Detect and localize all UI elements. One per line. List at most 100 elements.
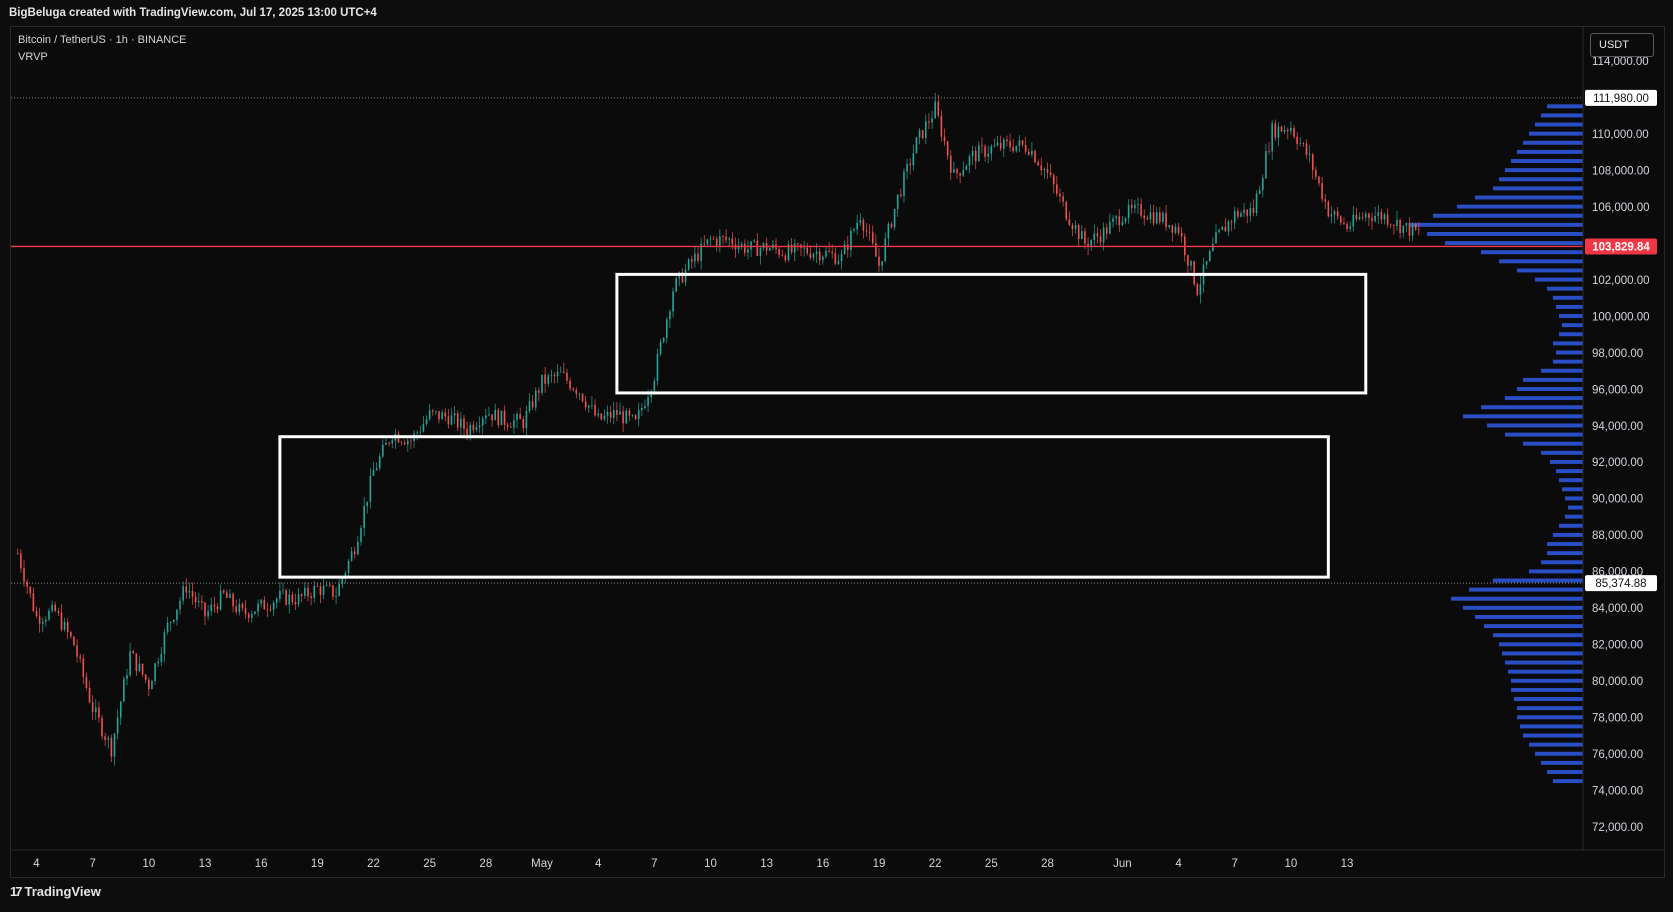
time-tick-label: 16 bbox=[255, 858, 268, 870]
price-tick-label: 80,000.00 bbox=[1592, 676, 1643, 688]
candle-body bbox=[1009, 141, 1011, 148]
candle-body bbox=[497, 409, 500, 426]
candle-body bbox=[1268, 151, 1270, 152]
candle-body bbox=[812, 254, 815, 258]
candle-body bbox=[790, 244, 793, 253]
candle-body bbox=[1302, 143, 1305, 144]
price-axis[interactable]: 114,000.00112,000.00110,000.00108,000.00… bbox=[1592, 56, 1650, 834]
candle-body bbox=[940, 115, 943, 137]
candle-body bbox=[1255, 193, 1258, 213]
candle-body bbox=[1102, 227, 1105, 243]
candle-body bbox=[403, 442, 406, 445]
candle-body bbox=[687, 259, 690, 270]
candle-body bbox=[500, 410, 503, 426]
candle-body bbox=[912, 153, 915, 166]
candle-body bbox=[431, 410, 434, 412]
candle-body bbox=[1155, 212, 1158, 224]
candle-body bbox=[612, 410, 615, 418]
currency-button[interactable]: USDT bbox=[1590, 33, 1654, 57]
candle-body bbox=[918, 130, 921, 138]
time-tick-label: 7 bbox=[651, 858, 657, 870]
symbol-legend[interactable]: Bitcoin / TetherUS · 1h · BINANCE bbox=[18, 34, 187, 46]
price-tick-label: 82,000.00 bbox=[1592, 640, 1643, 652]
candle-body bbox=[197, 600, 200, 603]
tradingview-logo[interactable]: 17 TradingView bbox=[10, 884, 101, 899]
candle-body bbox=[616, 410, 618, 415]
candle-body bbox=[556, 371, 559, 377]
candle-body bbox=[1343, 222, 1345, 224]
candle-body bbox=[709, 238, 712, 240]
candle-body bbox=[1093, 233, 1096, 240]
candle-body bbox=[956, 169, 958, 174]
candle-body bbox=[1405, 223, 1408, 226]
candle-body bbox=[272, 602, 275, 610]
candle-body bbox=[831, 251, 833, 254]
candle-body bbox=[1368, 213, 1370, 219]
volume-profile-row bbox=[1520, 724, 1583, 729]
candle-body bbox=[54, 604, 57, 612]
candle-body bbox=[971, 150, 974, 157]
candle-body bbox=[534, 390, 537, 408]
tradingview-logo-icon: 17 bbox=[10, 884, 23, 899]
candle-body bbox=[865, 230, 868, 232]
candle-body bbox=[793, 243, 796, 253]
candle-body bbox=[1118, 216, 1121, 226]
candle-body bbox=[1006, 139, 1008, 142]
volume-profile-row bbox=[1559, 332, 1583, 337]
volume-profile-row bbox=[1463, 605, 1583, 610]
candle-body bbox=[1330, 214, 1333, 217]
volume-profile-row bbox=[1568, 505, 1583, 510]
time-tick-label: May bbox=[531, 858, 553, 870]
indicator-legend[interactable]: VRVP bbox=[18, 51, 48, 63]
candle-body bbox=[307, 587, 309, 597]
candle-body bbox=[1290, 128, 1292, 132]
chart-pane[interactable] bbox=[10, 26, 1665, 878]
candle-body bbox=[896, 194, 899, 209]
candle-body bbox=[656, 353, 659, 381]
candle-body bbox=[768, 248, 771, 251]
candle-body bbox=[953, 169, 955, 173]
candle-body bbox=[778, 249, 780, 256]
candle-body bbox=[584, 401, 587, 408]
candle-body bbox=[435, 411, 437, 413]
candle-body bbox=[360, 527, 362, 542]
price-tick-label: 114,000.00 bbox=[1592, 56, 1649, 68]
candle-body bbox=[1237, 210, 1239, 217]
candle-body bbox=[519, 414, 521, 420]
candle-body bbox=[1015, 145, 1018, 152]
candle-body bbox=[463, 418, 465, 429]
candle-body bbox=[1046, 169, 1049, 173]
candle-body bbox=[304, 587, 306, 596]
candle-body bbox=[494, 409, 496, 421]
price-label-text: 111,980.00 bbox=[1593, 93, 1649, 105]
candle-body bbox=[166, 622, 169, 633]
volume-profile bbox=[1409, 104, 1583, 784]
candle-body bbox=[151, 680, 153, 690]
volume-profile-row bbox=[1523, 441, 1583, 446]
candle-body bbox=[20, 553, 22, 569]
candle-body bbox=[934, 101, 936, 119]
candle-body bbox=[460, 418, 462, 428]
candle-body bbox=[369, 475, 372, 502]
volume-profile-row bbox=[1547, 770, 1583, 774]
candle-body bbox=[132, 651, 135, 654]
price-tick-label: 102,000.00 bbox=[1592, 275, 1650, 287]
volume-profile-row bbox=[1529, 742, 1583, 747]
time-axis[interactable]: 4 7 10 13 16 19 22 25 28 May 4 7 10 13 16 19 22 25 28 Jun 4 7… bbox=[33, 858, 1353, 870]
candle-body bbox=[32, 593, 35, 611]
candle-body bbox=[91, 702, 94, 713]
candle-body bbox=[1389, 224, 1392, 226]
candle-body bbox=[981, 145, 983, 147]
candle-body bbox=[762, 243, 765, 249]
candle-body bbox=[1012, 147, 1014, 152]
price-labels: 111,980.00 103,829.84 85,374.88 bbox=[1585, 89, 1657, 592]
candle-body bbox=[1031, 150, 1033, 155]
candle-body bbox=[63, 621, 66, 630]
candle-body bbox=[1112, 218, 1114, 222]
candle-body bbox=[1040, 165, 1043, 171]
candle-body bbox=[566, 372, 568, 381]
volume-profile-row bbox=[1523, 140, 1583, 145]
candle-body bbox=[1187, 255, 1189, 266]
candle-body bbox=[182, 586, 184, 601]
